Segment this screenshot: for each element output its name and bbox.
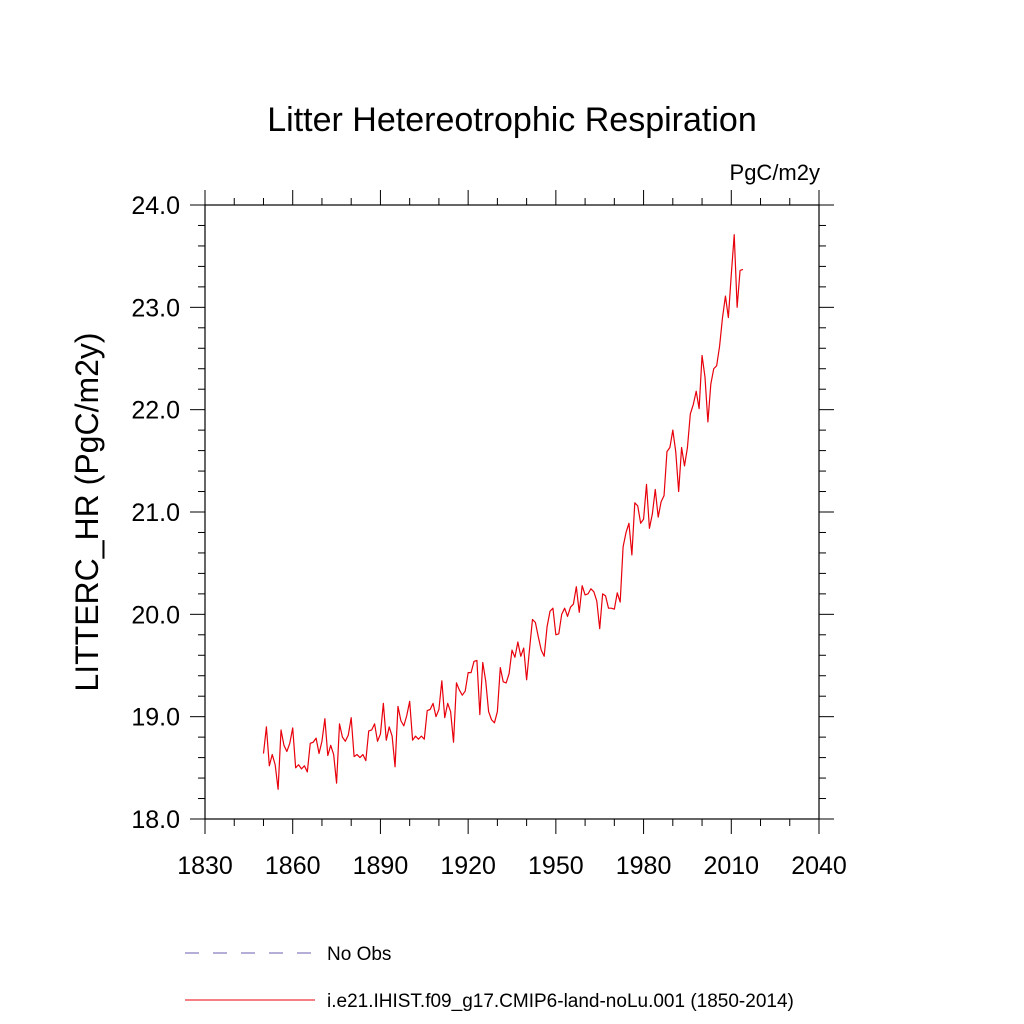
- x-tick-label: 1890: [353, 852, 409, 880]
- series-line: [262, 234, 744, 790]
- y-tick-label: 21.0: [131, 499, 180, 527]
- y-tick-label: 19.0: [131, 704, 180, 732]
- plot-frame: [204, 204, 820, 820]
- x-tick-label: 1860: [265, 852, 321, 880]
- axis-tick-labels: 1830 1860 1890 1920 1950 1980 2010 2040 18.0 19.0…: [131, 192, 846, 880]
- legend-label: No Obs: [327, 944, 391, 965]
- chart-title: Litter Hetereotrophic Respiration: [267, 101, 756, 139]
- y-tick-label: 23.0: [131, 294, 180, 322]
- x-tick-label: 1830: [177, 852, 233, 880]
- axis-ticks: [190, 190, 834, 834]
- y-tick-label: 22.0: [131, 397, 180, 425]
- legend-label: i.e21.IHIST.f09_g17.CMIP6-land-noLu.001 …: [327, 991, 794, 1012]
- x-tick-label: 1920: [440, 852, 496, 880]
- x-tick-label: 2040: [791, 852, 847, 880]
- y-tick-label: 24.0: [131, 192, 180, 220]
- legend: No Obs i.e21.IHIST.f09_g17.CMIP6-land-noL…: [185, 944, 794, 1012]
- x-tick-label: 1950: [528, 852, 584, 880]
- y-tick-label: 20.0: [131, 601, 180, 629]
- y-axis-label: LITTERC_HR (PgC/m2y): [69, 332, 105, 691]
- units-label: PgC/m2y: [730, 160, 820, 185]
- y-tick-label: 18.0: [131, 806, 180, 834]
- series-lines: [262, 234, 744, 790]
- x-tick-label: 2010: [703, 852, 759, 880]
- x-tick-label: 1980: [616, 852, 672, 880]
